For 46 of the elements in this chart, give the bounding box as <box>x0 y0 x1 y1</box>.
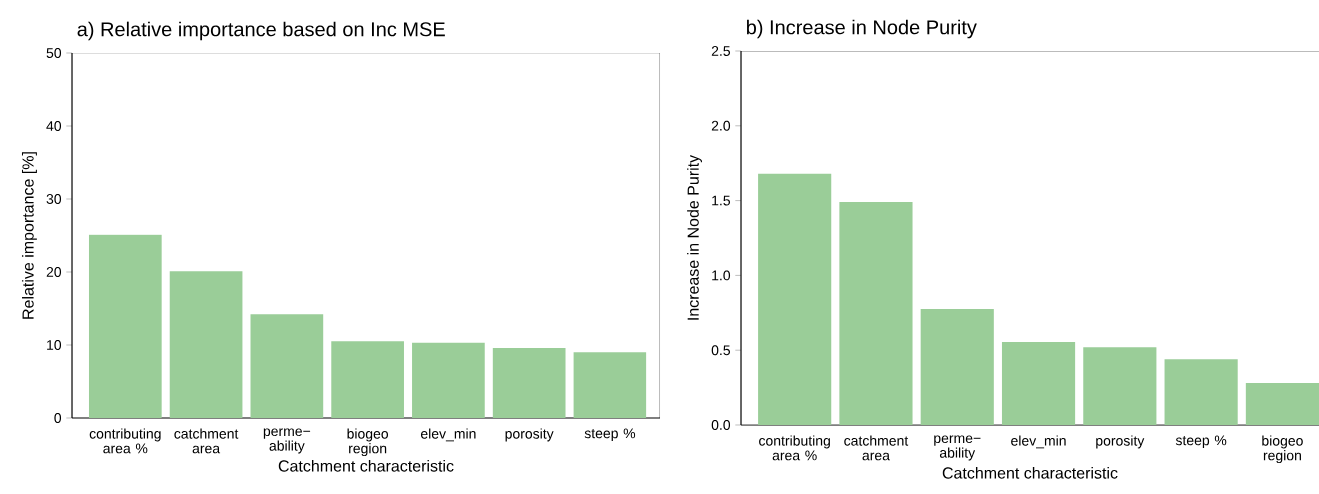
x-tick-label: perme− ability <box>934 435 981 461</box>
y-tick-label: 0.5 <box>711 345 731 356</box>
x-tick-label: contributing area % <box>759 435 830 461</box>
x-tick-label: catchment area <box>844 435 909 461</box>
x-tick-label: contributing area % <box>89 428 161 454</box>
x-axis-title: Catchment characteristic <box>278 459 454 472</box>
y-tick-label: 50 <box>46 48 62 58</box>
x-tick-label: porosity <box>1096 435 1145 449</box>
bar <box>1001 341 1076 425</box>
chart-title: b) Increase in Node Purity <box>747 19 977 39</box>
x-tick-label: steep % <box>1175 435 1227 449</box>
bar <box>1245 383 1319 425</box>
bar <box>412 342 485 418</box>
bar <box>758 173 832 425</box>
bar <box>573 352 647 418</box>
bar <box>1083 347 1157 425</box>
bar <box>920 309 994 425</box>
x-tick-label: biogeo region <box>347 428 389 457</box>
y-tick-label: 2.0 <box>711 120 731 131</box>
bar <box>331 341 404 418</box>
y-tick-label: 0.0 <box>711 420 731 430</box>
y-tick-label: 1.0 <box>712 270 731 281</box>
x-tick-label: catchment area <box>174 428 239 454</box>
y-tick-label: 20 <box>46 267 62 277</box>
bar <box>250 314 324 418</box>
x-tick-label: porosity <box>505 428 554 442</box>
bar <box>88 234 162 418</box>
x-tick-label: perme− ability <box>263 428 311 454</box>
y-tick-label: 10 <box>47 340 62 350</box>
x-tick-label: elev_min <box>1011 435 1066 449</box>
x-axis-title: Catchment characteristic <box>942 466 1118 479</box>
y-tick-label: 2.5 <box>711 46 731 56</box>
bar <box>492 347 566 418</box>
y-tick-label: 30 <box>46 194 62 204</box>
chart-title: a) Relative importance based on Inc MSE <box>77 21 445 41</box>
bar <box>839 202 913 425</box>
bar <box>169 271 243 418</box>
y-tick-label: 40 <box>46 121 62 131</box>
y-axis-title: Relative importance [%] <box>21 152 37 319</box>
y-tick-label: 1.5 <box>712 195 731 206</box>
x-tick-label: elev_min <box>420 428 476 442</box>
y-axis-title: Increase in Node Purity <box>687 154 702 320</box>
x-tick-label: steep % <box>584 428 636 442</box>
x-tick-label: biogeo region <box>1262 435 1303 464</box>
bar <box>1164 359 1238 425</box>
y-tick-label: 0 <box>54 413 62 423</box>
